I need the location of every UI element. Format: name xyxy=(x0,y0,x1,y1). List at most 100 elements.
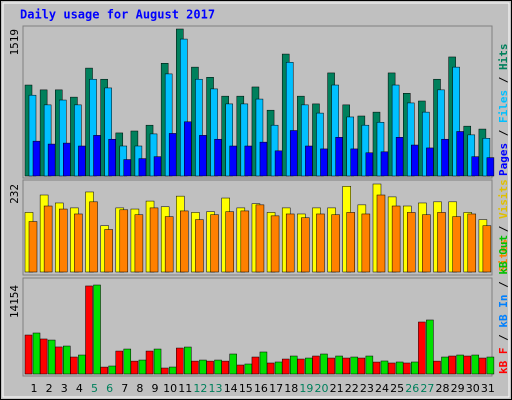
bar xyxy=(407,212,416,273)
x-tick-label: 1 xyxy=(31,382,38,395)
legend-separator: / xyxy=(497,334,510,341)
bar xyxy=(320,148,328,177)
x-tick-label: 22 xyxy=(345,382,359,395)
bar xyxy=(145,350,154,375)
bar xyxy=(316,213,325,273)
legend-separator: / xyxy=(497,225,510,232)
bar xyxy=(59,208,68,273)
bar xyxy=(452,66,460,177)
bar xyxy=(471,156,480,177)
bar xyxy=(350,148,358,177)
bar xyxy=(281,358,290,375)
bar xyxy=(441,138,449,177)
bar xyxy=(422,214,431,273)
bar xyxy=(180,210,189,273)
legend-entry: Hits xyxy=(497,44,510,71)
bar xyxy=(456,131,464,177)
x-tick-label: 12 xyxy=(193,382,207,395)
bar xyxy=(206,360,214,375)
bar xyxy=(422,111,430,177)
x-tick-label: 27 xyxy=(420,382,434,395)
bar xyxy=(244,145,253,177)
bar xyxy=(108,138,116,177)
bar xyxy=(78,145,86,177)
x-tick-label: 23 xyxy=(360,382,374,395)
bar xyxy=(456,354,464,375)
bar xyxy=(39,338,48,375)
x-tick-label: 13 xyxy=(209,382,223,395)
x-tick-label: 15 xyxy=(239,382,253,395)
bar xyxy=(259,141,268,177)
bar xyxy=(331,214,340,273)
bar xyxy=(320,353,328,375)
x-tick-label: 17 xyxy=(269,382,283,395)
bar xyxy=(285,62,294,177)
bar xyxy=(138,359,147,375)
bar xyxy=(130,360,139,375)
bar xyxy=(176,347,184,375)
bar xyxy=(403,362,411,375)
bar xyxy=(448,355,456,375)
bar xyxy=(63,345,71,375)
bar xyxy=(123,159,132,177)
bar xyxy=(365,355,374,375)
bar xyxy=(93,135,101,177)
bar xyxy=(229,353,237,375)
bar xyxy=(305,357,313,375)
bar xyxy=(437,89,445,177)
bar xyxy=(482,225,492,273)
bar xyxy=(210,88,218,177)
bar xyxy=(407,102,415,177)
bar xyxy=(357,357,366,375)
bar xyxy=(266,362,275,375)
legend-separator: / xyxy=(497,281,510,288)
bar xyxy=(301,104,309,177)
bar xyxy=(149,207,159,273)
x-tick-label: 5 xyxy=(91,382,98,395)
bar xyxy=(387,362,396,375)
y-tick-label: 1519 xyxy=(8,29,21,56)
bar xyxy=(47,143,56,177)
bar xyxy=(433,360,441,375)
bar xyxy=(289,130,298,177)
bar xyxy=(361,213,371,273)
legend-entry: kB Out xyxy=(497,235,510,275)
bar xyxy=(160,367,169,375)
bar xyxy=(63,142,71,177)
legend: Pages / Files / Hits xyxy=(497,44,510,177)
bar xyxy=(168,133,177,177)
bar xyxy=(168,366,177,375)
x-tick-label: 29 xyxy=(451,382,465,395)
bar xyxy=(85,285,93,375)
bar xyxy=(108,365,116,375)
bar xyxy=(78,354,86,375)
bar xyxy=(376,122,385,177)
bar xyxy=(244,363,253,375)
bar xyxy=(380,151,389,177)
bar xyxy=(395,361,404,375)
x-tick-label: 30 xyxy=(466,382,480,395)
x-tick-label: 19 xyxy=(299,382,313,395)
bar xyxy=(32,332,41,375)
bar xyxy=(236,364,245,375)
bar xyxy=(195,78,203,177)
bar xyxy=(47,339,56,375)
x-tick-label: 7 xyxy=(121,382,128,395)
bar xyxy=(316,112,324,177)
legend: Sites / Visits xyxy=(497,179,510,272)
bar xyxy=(89,201,98,273)
bar xyxy=(426,147,434,177)
bar xyxy=(214,138,222,177)
x-tick-label: 20 xyxy=(314,382,328,395)
x-tick-label: 6 xyxy=(106,382,113,395)
x-tick-label: 4 xyxy=(76,382,83,395)
legend-entry: Pages xyxy=(497,143,510,176)
legend: kB F / kB In / kB Out xyxy=(497,235,510,374)
x-tick-label: 31 xyxy=(481,382,495,395)
bar xyxy=(119,209,129,273)
x-tick-label: 10 xyxy=(163,382,177,395)
legend-entry: kB In xyxy=(497,295,510,328)
bar xyxy=(391,84,400,177)
legend-separator: / xyxy=(497,129,510,136)
bar xyxy=(74,104,82,177)
